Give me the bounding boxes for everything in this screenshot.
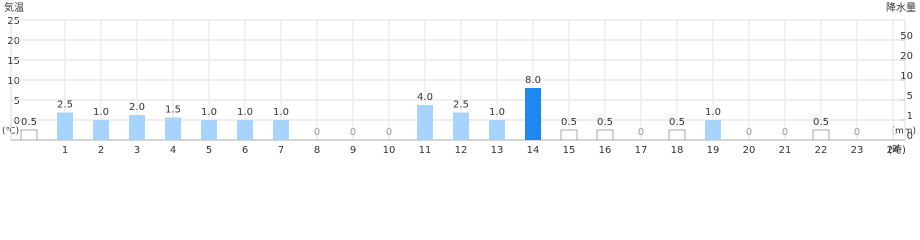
x-tick-label: 8 bbox=[314, 145, 320, 156]
x-tick-label: 6 bbox=[242, 145, 248, 156]
bar bbox=[668, 129, 686, 141]
x-tick-label: 15 bbox=[563, 145, 576, 156]
value-label: 0 bbox=[350, 127, 356, 138]
x-tick-label: 3 bbox=[134, 145, 140, 156]
x-axis-unit: (時) bbox=[888, 144, 906, 156]
x-tick-label: 23 bbox=[851, 145, 864, 156]
y2-axis-label: 降水量 bbox=[886, 1, 916, 14]
y2-tick-label: 5 bbox=[907, 91, 913, 102]
y2-axis-unit: (mm) bbox=[891, 127, 916, 137]
x-tick-label: 4 bbox=[170, 145, 176, 156]
value-label: 1.5 bbox=[165, 105, 181, 116]
x-tick-label: 5 bbox=[206, 145, 212, 156]
y2-tick-label: 50 bbox=[900, 31, 913, 42]
bar bbox=[93, 120, 109, 140]
bar bbox=[596, 129, 614, 141]
value-label: 2.5 bbox=[57, 100, 73, 111]
x-tick-label: 24 bbox=[887, 145, 900, 156]
bar bbox=[273, 120, 289, 140]
value-label: 0 bbox=[638, 127, 644, 138]
bar bbox=[560, 129, 578, 141]
bar bbox=[20, 129, 38, 141]
y-axis-label: 気温 bbox=[4, 1, 24, 14]
x-tick-label: 12 bbox=[455, 145, 468, 156]
y-tick-label: 20 bbox=[7, 36, 20, 47]
y2-tick-label: 20 bbox=[900, 51, 913, 62]
value-label: 1.0 bbox=[237, 107, 253, 118]
bar bbox=[129, 115, 145, 140]
x-tick-label: 11 bbox=[419, 145, 432, 156]
bar bbox=[165, 117, 181, 140]
y-tick-label: 25 bbox=[7, 16, 20, 27]
x-tick-label: 17 bbox=[635, 145, 648, 156]
bar bbox=[812, 129, 830, 141]
value-label: 0 bbox=[314, 127, 320, 138]
x-tick-label: 14 bbox=[527, 145, 540, 156]
bar bbox=[453, 112, 469, 140]
y-tick-label: 0 bbox=[14, 116, 20, 127]
y2-tick-label: 0 bbox=[907, 131, 913, 142]
value-label: 4.0 bbox=[417, 92, 433, 103]
value-label: 0.5 bbox=[561, 117, 577, 128]
value-label: 1.0 bbox=[93, 107, 109, 118]
x-tick-label: 20 bbox=[743, 145, 756, 156]
bar bbox=[417, 105, 433, 140]
y-tick-label: 10 bbox=[7, 76, 20, 87]
x-tick-label: 13 bbox=[491, 145, 504, 156]
value-label: 1.0 bbox=[201, 107, 217, 118]
value-label: 0.5 bbox=[669, 117, 685, 128]
value-label: 0 bbox=[386, 127, 392, 138]
y-tick-label: 5 bbox=[14, 96, 20, 107]
value-label: 1.0 bbox=[273, 107, 289, 118]
y2-tick-label: 10 bbox=[900, 71, 913, 82]
value-label: 0.5 bbox=[813, 117, 829, 128]
value-label: 0.5 bbox=[597, 117, 613, 128]
x-tick-label: 22 bbox=[815, 145, 828, 156]
x-tick-label: 7 bbox=[278, 145, 284, 156]
x-tick-label: 19 bbox=[707, 145, 720, 156]
bar bbox=[57, 112, 73, 140]
value-label: 8.0 bbox=[525, 75, 541, 86]
x-tick-label: 1 bbox=[62, 145, 68, 156]
x-tick-label: 10 bbox=[383, 145, 396, 156]
x-tick-label: 21 bbox=[779, 145, 792, 156]
x-tick-label: 9 bbox=[350, 145, 356, 156]
x-tick-label: 18 bbox=[671, 145, 684, 156]
value-label: 0 bbox=[782, 127, 788, 138]
x-tick-label: 16 bbox=[599, 145, 612, 156]
value-label: 2.5 bbox=[453, 100, 469, 111]
bar bbox=[489, 120, 505, 140]
value-label: 1.0 bbox=[705, 107, 721, 118]
value-label: 0.5 bbox=[21, 117, 37, 128]
bar bbox=[705, 120, 721, 140]
bar bbox=[201, 120, 217, 140]
x-tick-label: 2 bbox=[98, 145, 104, 156]
value-label: 2.0 bbox=[129, 102, 145, 113]
value-label: 0 bbox=[854, 127, 860, 138]
value-label: 1.0 bbox=[489, 107, 505, 118]
bar bbox=[237, 120, 253, 140]
chart: 気温 (℃) 降水量 (mm) (時) 05101520250151020501… bbox=[2, 1, 916, 156]
y-tick-label: 15 bbox=[7, 56, 20, 67]
y2-tick-label: 1 bbox=[907, 111, 913, 122]
value-label: 0 bbox=[746, 127, 752, 138]
bar bbox=[525, 88, 541, 140]
